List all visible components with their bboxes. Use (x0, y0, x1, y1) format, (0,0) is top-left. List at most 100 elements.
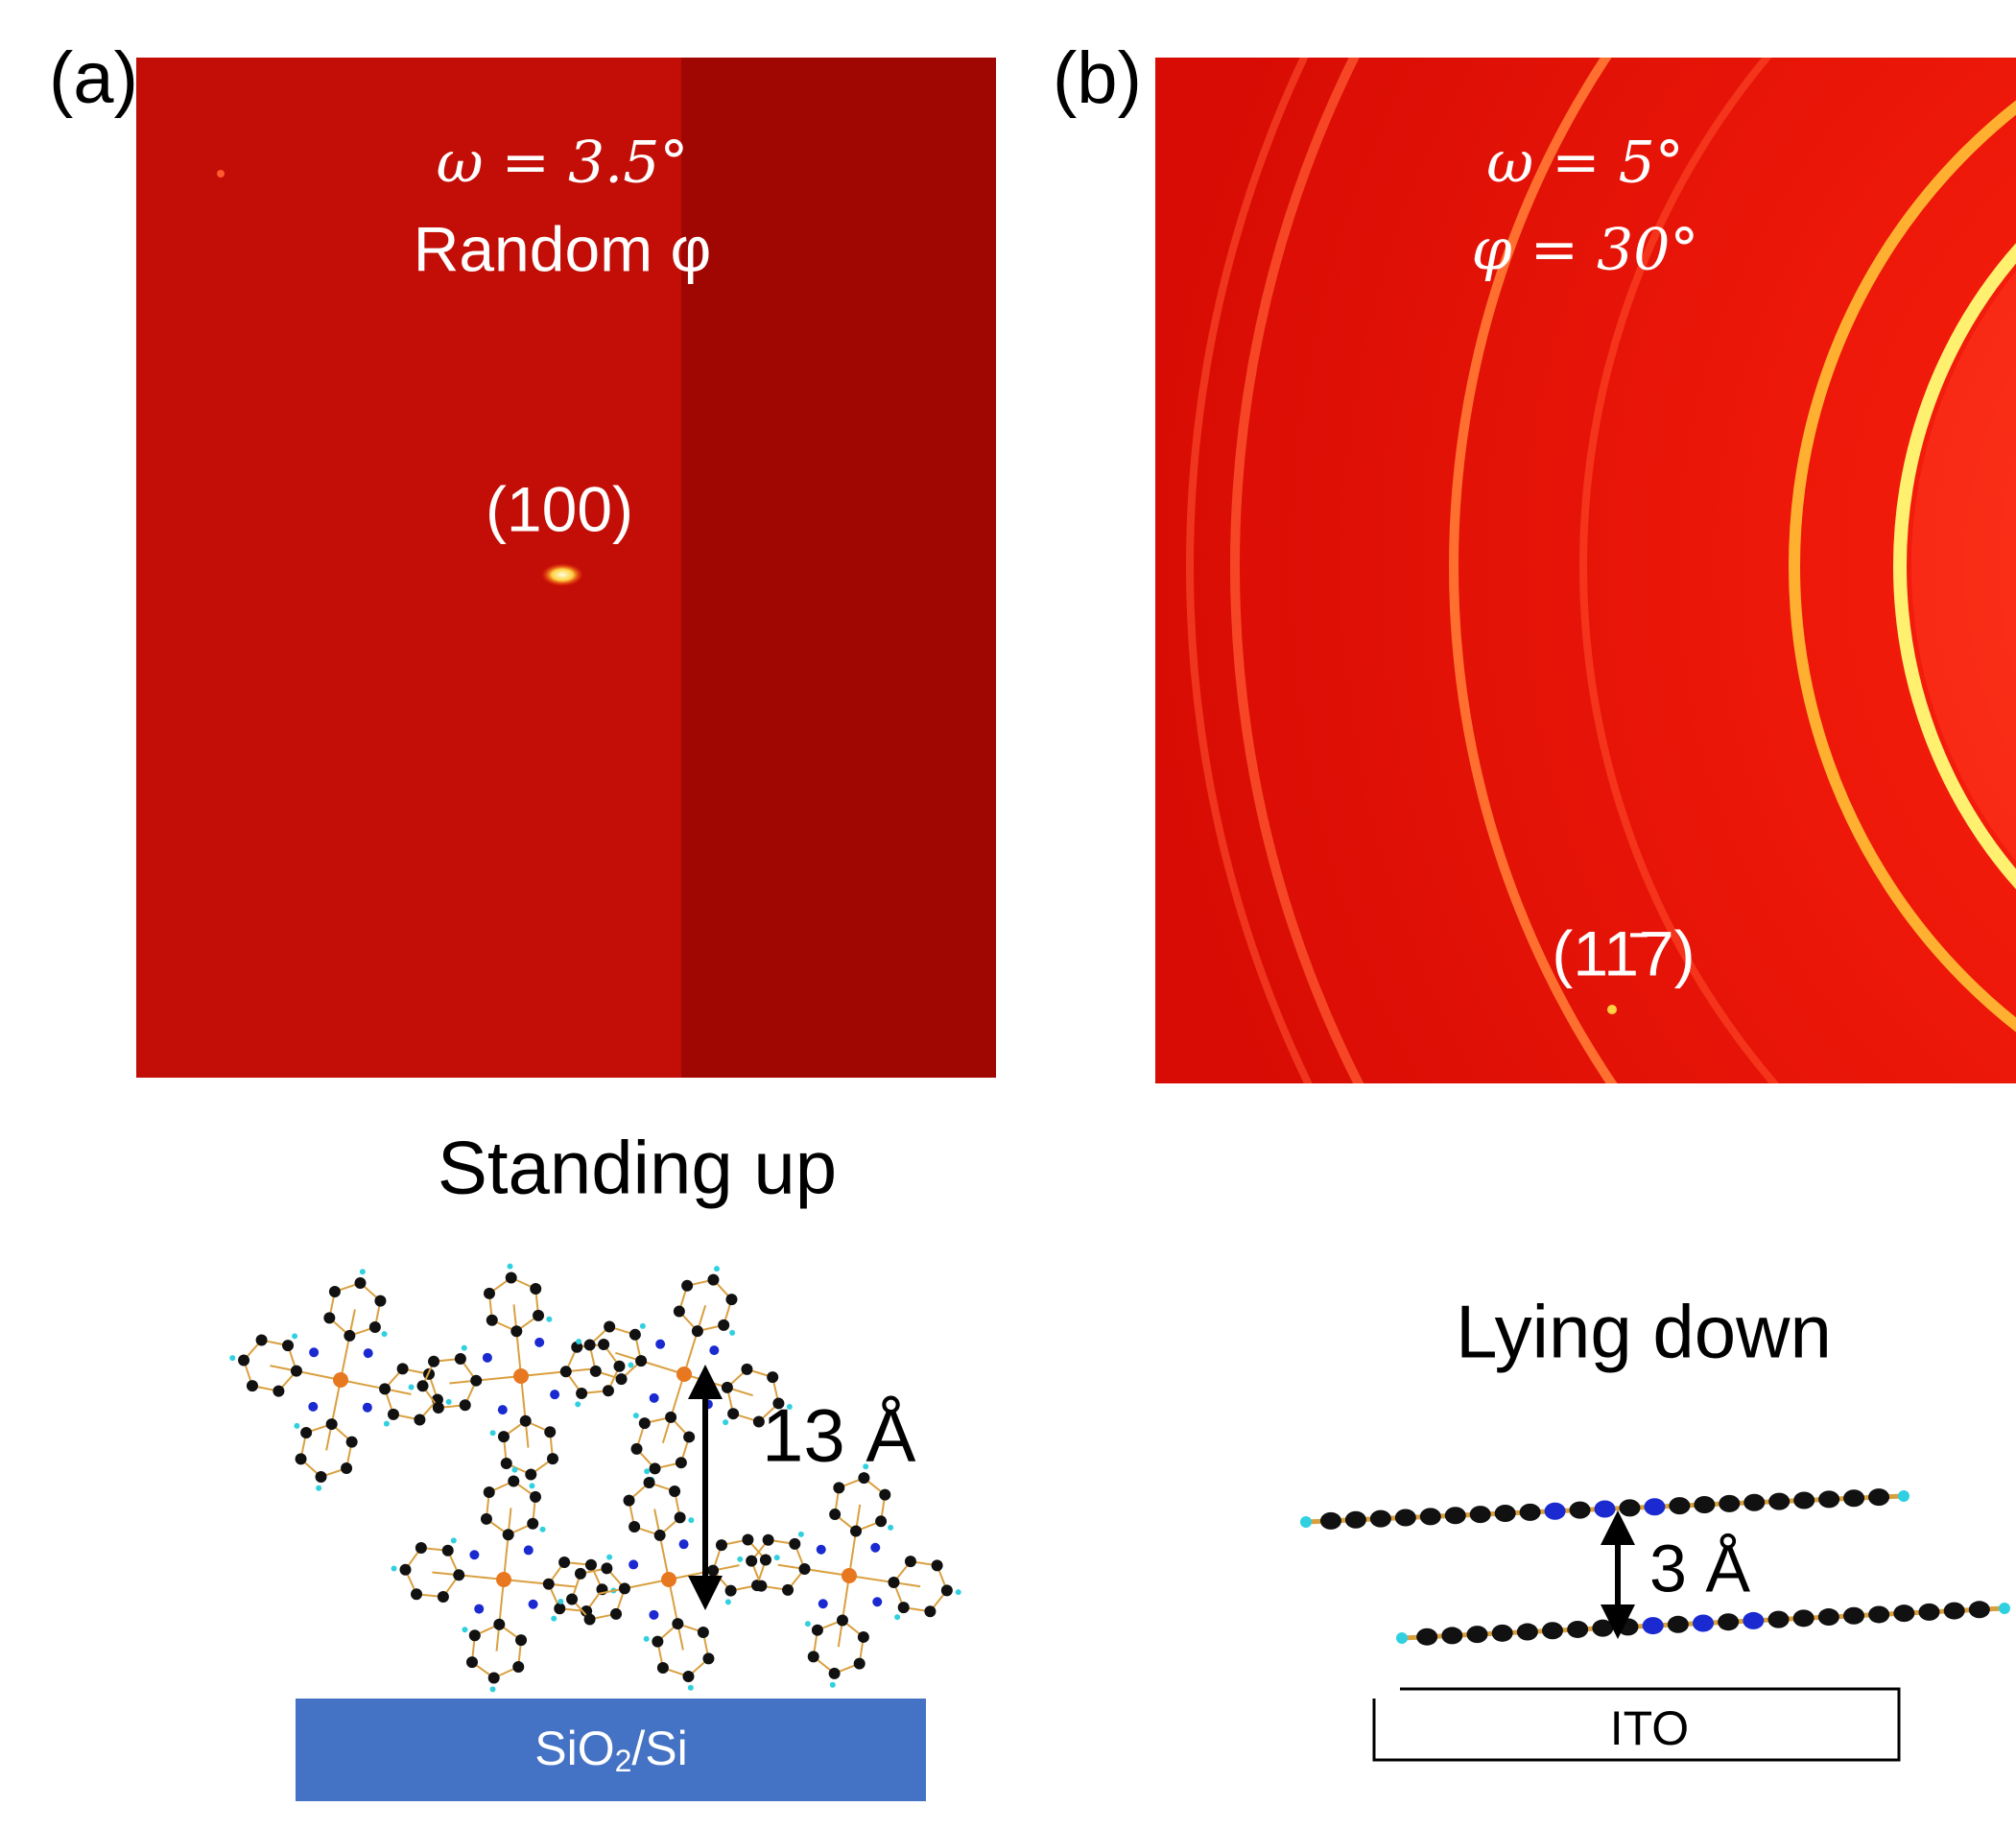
atom (333, 1372, 348, 1388)
atom (550, 1390, 560, 1400)
bond (837, 1575, 850, 1648)
atom (1592, 1619, 1614, 1637)
atom (1718, 1613, 1740, 1631)
atom (897, 1602, 910, 1614)
substrate (1372, 1687, 1901, 1762)
bond (432, 1571, 505, 1580)
panel-label: (a) (49, 37, 138, 119)
atom (836, 1614, 848, 1627)
atom (363, 1348, 373, 1359)
atom (294, 1422, 300, 1429)
molecules-lying (1300, 1488, 2010, 1646)
atom (644, 1468, 651, 1475)
atom (602, 1385, 614, 1397)
atom (858, 1472, 870, 1485)
atom (709, 1345, 720, 1356)
atom (643, 1635, 650, 1642)
atom (574, 1567, 586, 1580)
atom (853, 1657, 866, 1670)
atom (1843, 1489, 1865, 1508)
bond (512, 1304, 522, 1377)
orientation-label: Lying down (1456, 1290, 1832, 1374)
atom (816, 1544, 826, 1555)
atom (445, 1398, 452, 1405)
atom (1793, 1491, 1815, 1509)
atom (374, 1295, 387, 1307)
atom (1441, 1627, 1463, 1645)
atom (559, 1366, 572, 1378)
bond (503, 1579, 576, 1588)
atom (229, 1355, 236, 1362)
atom (1469, 1506, 1491, 1524)
atom (613, 1360, 626, 1372)
atom (470, 1374, 483, 1387)
atom (323, 1312, 336, 1324)
atom (811, 1624, 823, 1636)
atom (632, 1413, 639, 1419)
atom (661, 1572, 676, 1587)
atom (683, 1431, 696, 1443)
atom (461, 1344, 467, 1351)
atom (525, 1468, 537, 1481)
atom (1444, 1507, 1466, 1525)
atom (737, 1556, 744, 1562)
atom (1968, 1601, 1990, 1619)
atom (529, 1483, 535, 1489)
atom (551, 1615, 557, 1622)
atom (669, 1485, 681, 1497)
atom (411, 1588, 423, 1601)
atom (583, 1613, 596, 1626)
atom (341, 1462, 353, 1475)
atom (246, 1380, 258, 1392)
atom (295, 1453, 307, 1465)
atom (1918, 1603, 1940, 1621)
atom (344, 1329, 356, 1342)
atom (465, 1656, 478, 1669)
atom (414, 1414, 426, 1426)
atom (416, 1380, 429, 1392)
atom (724, 1599, 731, 1605)
atom (1667, 1615, 1689, 1633)
bond (683, 1373, 753, 1397)
atom (755, 1580, 768, 1592)
bond (520, 1375, 530, 1448)
atom (724, 1584, 737, 1597)
atom (804, 1621, 811, 1628)
atom (383, 1420, 390, 1427)
atom (483, 1287, 495, 1299)
atom (888, 1577, 900, 1589)
atom (1768, 1492, 1791, 1510)
atom (368, 1321, 381, 1334)
atom (453, 1569, 465, 1581)
atom (649, 1462, 661, 1475)
atom (546, 1316, 553, 1322)
atom (639, 1322, 646, 1329)
orientation-label: Standing up (438, 1126, 837, 1210)
atom (1542, 1622, 1563, 1640)
bond (777, 1563, 850, 1577)
atom (282, 1340, 295, 1352)
atom (308, 1401, 319, 1412)
atom (523, 1545, 534, 1556)
atom (486, 1314, 498, 1326)
atom (519, 1414, 532, 1427)
atom (767, 1371, 779, 1384)
atom (583, 1339, 596, 1351)
atom (635, 1355, 648, 1367)
atom (870, 1542, 881, 1553)
atom (511, 1466, 518, 1473)
atom (539, 1526, 546, 1533)
molecules-standing (229, 1263, 961, 1693)
atom (655, 1339, 666, 1349)
atom (558, 1556, 571, 1568)
atom (940, 1584, 953, 1597)
atom (1817, 1608, 1839, 1627)
atom (482, 1352, 492, 1363)
atom (450, 1537, 457, 1544)
atom (872, 1597, 883, 1607)
atom (566, 1593, 579, 1605)
atom (697, 1626, 709, 1638)
atom (818, 1599, 828, 1609)
atom (415, 1541, 427, 1554)
atom (649, 1392, 659, 1403)
